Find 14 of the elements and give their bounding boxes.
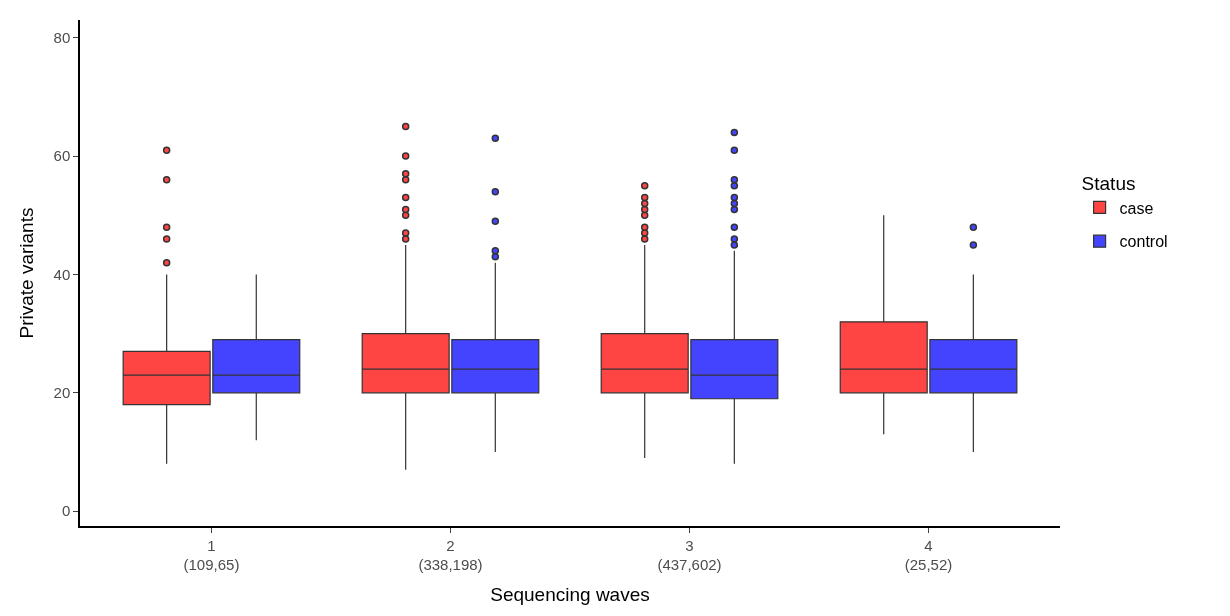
- y-tick-label: 40: [53, 265, 71, 283]
- y-axis-title: Private variants: [15, 207, 37, 339]
- legend-title: Status: [1081, 173, 1136, 195]
- y-tick-label: 60: [53, 147, 71, 165]
- legend-label: control: [1119, 233, 1168, 251]
- x-axis-title: Sequencing waves: [490, 583, 650, 605]
- y-tick-label: 80: [53, 29, 71, 46]
- x-tick-label: 3 (437,602): [657, 536, 722, 574]
- x-tick-label: 4 (25,52): [904, 536, 953, 574]
- legend-label: case: [1119, 199, 1154, 217]
- x-tick-label: 1 (109,65): [183, 536, 240, 574]
- x-tick-label: 2 (338,198): [418, 536, 483, 574]
- y-tick-label: 0: [61, 502, 71, 520]
- y-tick-label: 20: [53, 384, 71, 402]
